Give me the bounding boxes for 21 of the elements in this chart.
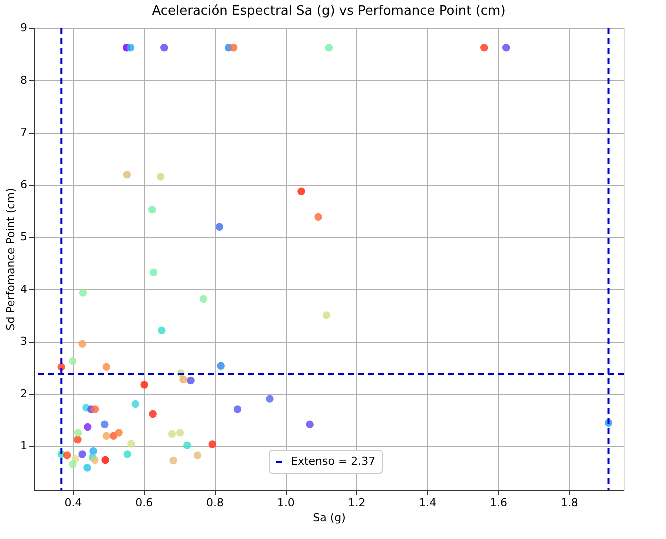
x-tick-label: 0.4 xyxy=(64,496,82,510)
x-tick-label: 1.0 xyxy=(277,496,295,510)
y-tick-label: 8 xyxy=(20,74,28,87)
y-tick-label: 5 xyxy=(20,230,28,244)
y-tick-label: 1 xyxy=(20,440,28,453)
y-tick-label: 6 xyxy=(20,178,28,192)
x-axis-title: Sa (g) xyxy=(313,512,346,524)
x-tick-label: 1.2 xyxy=(348,496,366,510)
y-tick-label: 4 xyxy=(20,282,28,296)
y-tick-label: 7 xyxy=(20,126,28,140)
x-tick-label: 1.6 xyxy=(490,496,508,510)
legend-label: Extenso = 2.37 xyxy=(291,455,376,468)
y-tick-label: 2 xyxy=(20,387,28,400)
x-tick-label: 0.6 xyxy=(136,496,154,510)
y-axis-title: Sd Perfomance Point (cm) xyxy=(4,188,18,331)
chart-title: Aceleración Espectral Sa (g) vs Perfomance Point (cm) xyxy=(152,4,506,19)
x-tick-label: 1.8 xyxy=(560,496,578,510)
x-tick-label: 1.4 xyxy=(419,496,437,510)
y-tick-label: 3 xyxy=(20,335,28,348)
y-tick-label: 9 xyxy=(20,22,28,34)
x-tick-label: 0.8 xyxy=(206,496,224,510)
